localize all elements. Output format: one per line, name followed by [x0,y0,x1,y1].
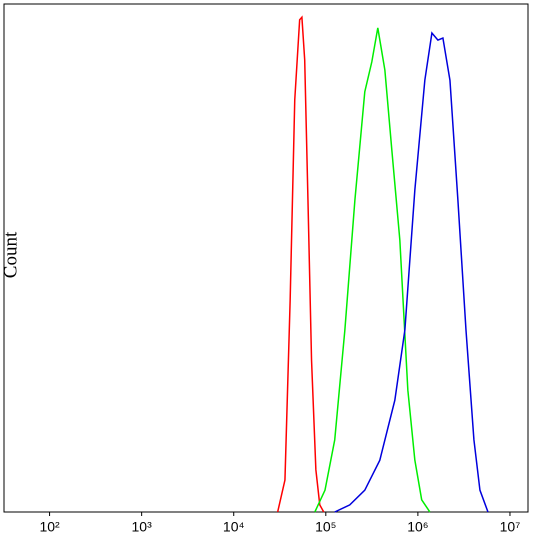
plot-frame [3,3,529,513]
y-axis-label: Count [0,231,21,278]
histogram-line [314,27,431,513]
x-tick-label: 10⁶ [407,519,428,535]
histogram-line [334,31,489,513]
x-tick-label: 10⁴ [223,519,245,535]
x-tick-label: 10³ [132,519,153,535]
x-tick-label: 10⁷ [500,519,521,535]
histogram-line [276,15,325,513]
x-tick-label: 10⁵ [315,519,336,535]
x-tick-label: 10² [39,519,60,535]
